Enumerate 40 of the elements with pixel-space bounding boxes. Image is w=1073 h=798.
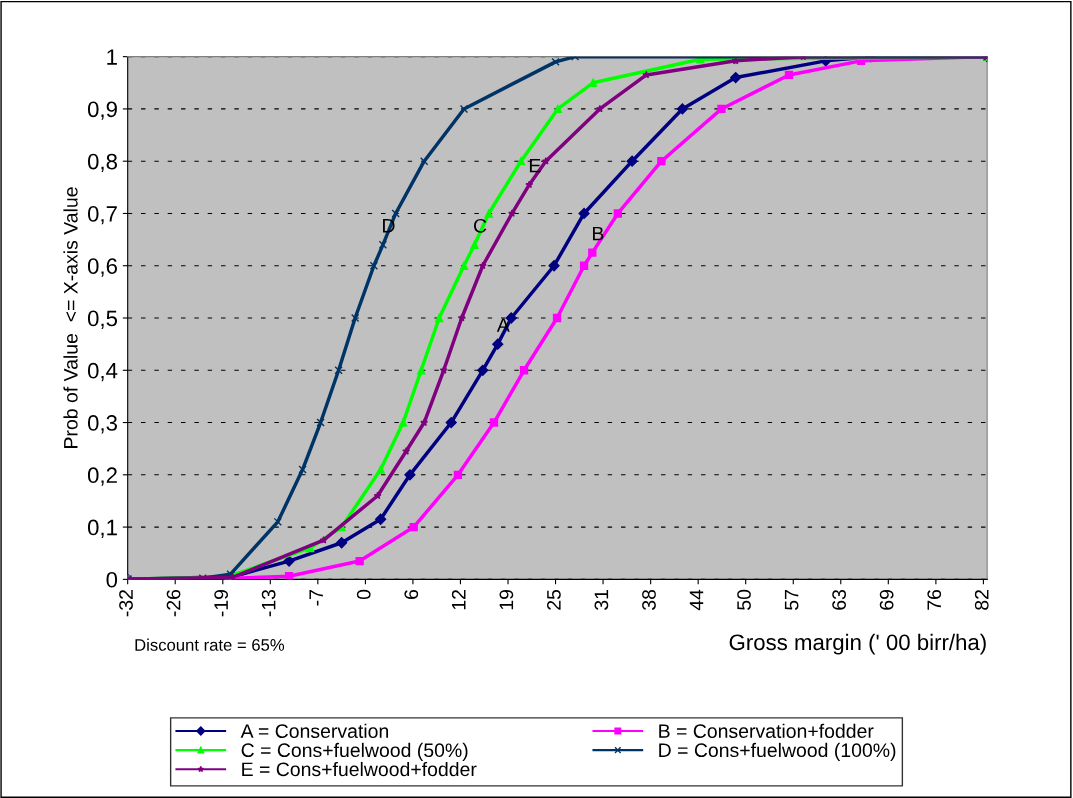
x-tick-label: 31 [594,590,609,610]
legend-label: B = Conservation+fodder [659,723,874,739]
x-tick-label: 19 [499,589,514,610]
y-tick-label: 0 [106,571,118,588]
y-tick-label: 0,9 [87,101,117,120]
x-tick-label: 0 [356,589,371,600]
x-tick-label: 82 [974,590,989,610]
x-tick-label: -26 [166,589,181,617]
x-tick-label: 50 [737,589,751,610]
y-tick-label: 0,5 [87,310,118,329]
x-tick-label: 12 [451,590,466,610]
x-tick-label: 6 [404,589,419,599]
y-tick-label: 0,4 [87,362,118,382]
x-tick-label: 38 [642,589,656,610]
annotation: B [592,226,604,241]
x-tick-label: 69 [879,589,894,610]
y-tick-label: 0,3 [87,415,117,434]
y-tick-label: 0,6 [87,258,117,277]
annotation: E [529,158,541,173]
y-tick-label: 0,2 [87,467,117,486]
x-tick-label: 76 [927,589,942,610]
y-tick-label: 1 [107,49,117,65]
x-tick-label: -19 [214,589,229,617]
x-tick-label: -13 [261,589,276,617]
y-tick-label: 0,8 [87,153,117,173]
y-axis-title: Prob of Value <= X-axis Value [63,187,78,448]
x-tick-label: -32 [119,590,133,617]
x-tick-label: 25 [547,589,561,610]
text: Discount rate = 65% [135,638,285,651]
x-tick-label: 44 [689,589,704,611]
x-axis-title: Gross margin (' 00 birr/ha) [729,633,986,655]
x-tick-label: 57 [784,590,799,610]
legend-label: E = Cons+fuelwood+fodder [242,761,477,777]
legend-label: A = Conservation [240,723,389,739]
legend-label: C = Cons+fuelwood (50%) [241,742,468,761]
x-tick-label: -7 [309,590,323,606]
legend-label: D = Cons+fuelwood (100%) [659,742,896,761]
y-tick-label: 0,1 [87,519,117,538]
x-tick-label: 63 [832,589,847,610]
y-tick-label: 0,7 [87,206,117,225]
